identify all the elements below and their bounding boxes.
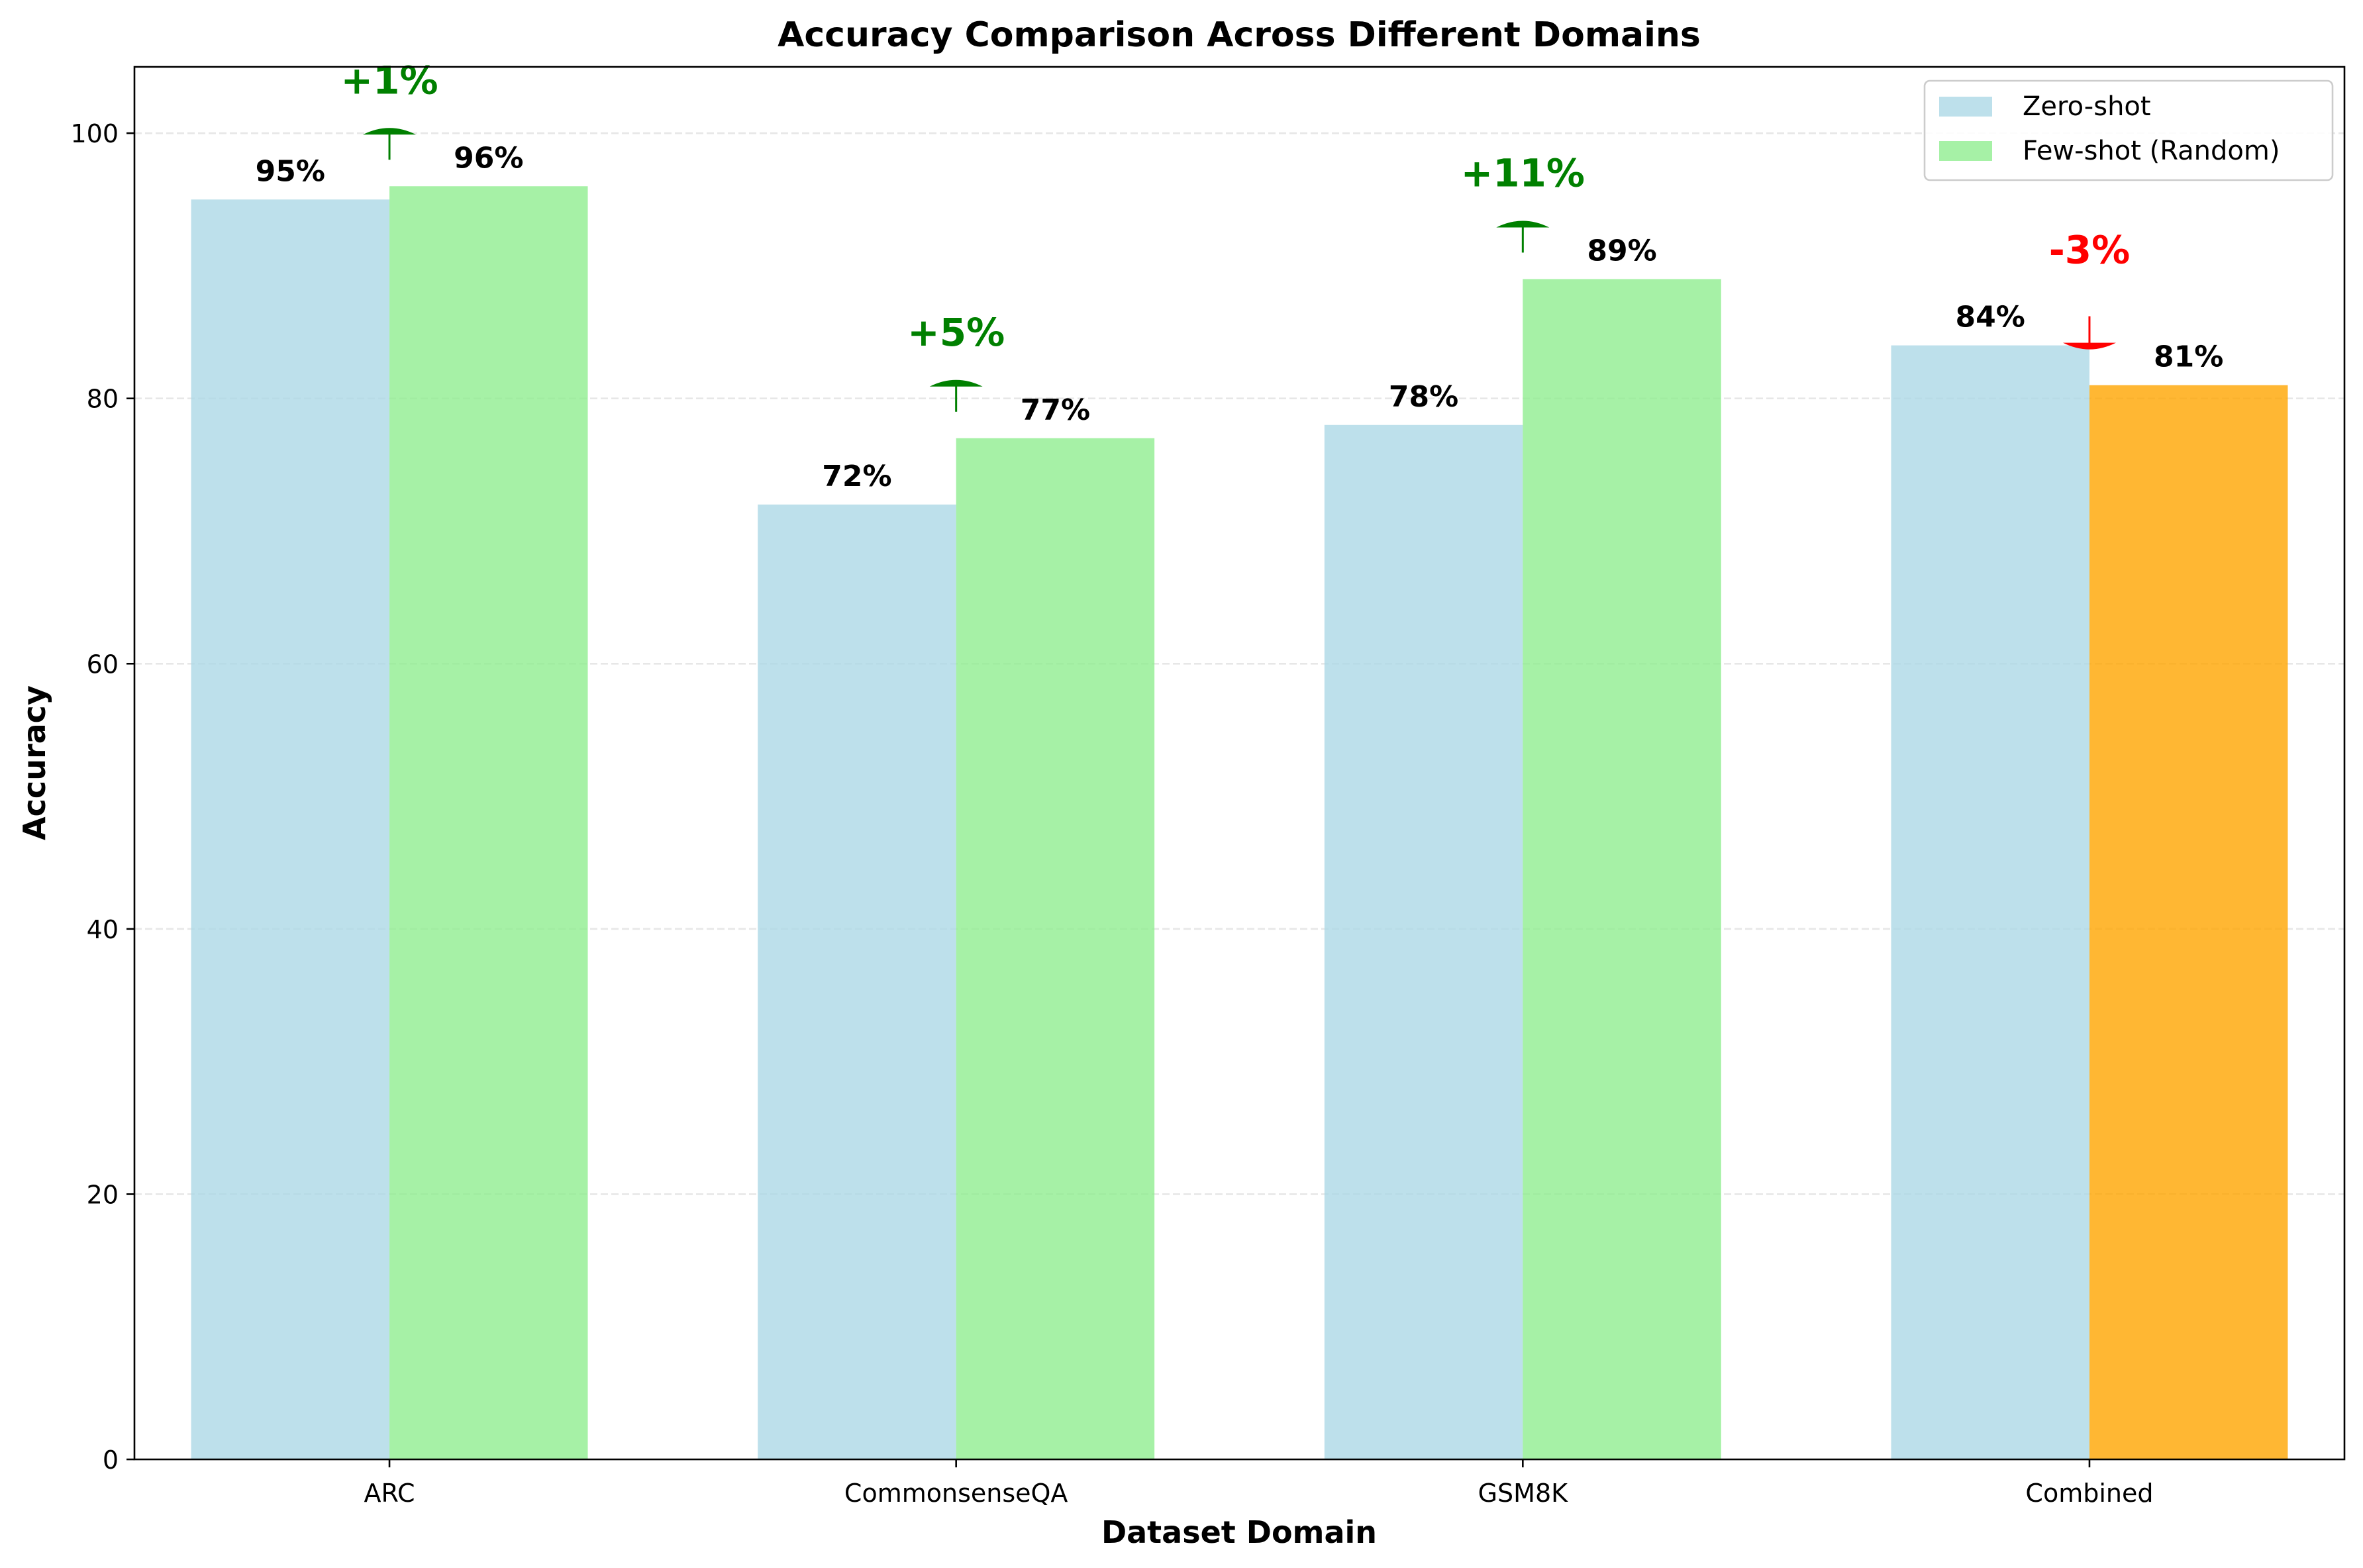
bar-value-label: 84% (1956, 301, 2025, 334)
y-tick-label: 0 (103, 1446, 119, 1475)
bar-value-label: 72% (822, 460, 891, 493)
legend-swatch-zero-shot (1939, 97, 1992, 117)
bar-few-shot-combined (2089, 385, 2288, 1459)
y-tick-label: 40 (87, 915, 119, 944)
legend: Zero-shot Few-shot (Random) (1923, 79, 2334, 181)
x-tick-label: ARC (364, 1479, 415, 1508)
bar-value-label: 77% (1021, 393, 1090, 427)
bars-layer (191, 186, 2288, 1460)
bar-zero-shot-commonsenseqa (758, 504, 956, 1459)
improvement-label: +5% (907, 310, 1005, 355)
x-tick-label: Combined (2025, 1479, 2153, 1508)
legend-label-zero-shot: Zero-shot (2023, 91, 2151, 122)
annotations-layer: +1% +5% +11% -3% (340, 58, 2130, 412)
improvement-label: +1% (340, 58, 438, 103)
y-tick-label: 20 (87, 1180, 119, 1209)
bar-value-label: 96% (454, 141, 523, 175)
bar-zero-shot-combined (1891, 345, 2089, 1459)
x-axis-label: Dataset Domain (1101, 1514, 1377, 1550)
bar-zero-shot-gsm8k (1324, 424, 1523, 1459)
improvement-label: +11% (1461, 150, 1585, 195)
y-tick-label: 60 (87, 650, 119, 679)
plot-frame (133, 66, 2346, 1461)
legend-swatch-few-shot (1939, 141, 1992, 161)
y-tick-label: 80 (87, 385, 119, 414)
bar-value-label: 78% (1389, 380, 1458, 414)
x-tick-label: CommonsenseQA (844, 1479, 1068, 1508)
y-tick-label: 100 (70, 119, 119, 148)
bar-few-shot-commonsenseqa (956, 438, 1155, 1459)
grid-layer (134, 132, 2344, 1195)
legend-label-few-shot: Few-shot (Random) (2023, 136, 2280, 166)
bar-value-label: 81% (2154, 340, 2223, 374)
decline-label: -3% (2049, 228, 2131, 273)
arrow-head-icon (1496, 220, 1550, 228)
legend-box (1923, 79, 2334, 181)
arrow-head-icon (929, 379, 983, 387)
arrow-head-icon (363, 128, 417, 135)
chart-title: Accuracy Comparison Across Different Dom… (778, 15, 1701, 55)
labels-layer: 95% 96% 72% 77% 78% 89% 84% 81% (256, 141, 2224, 493)
x-tick-label: GSM8K (1478, 1479, 1569, 1508)
bar-zero-shot-arc (191, 199, 390, 1460)
bar-value-label: 89% (1587, 234, 1656, 268)
y-axis-label: Accuracy (17, 685, 52, 840)
arrow-head-icon (2062, 342, 2116, 350)
bar-value-label: 95% (256, 154, 325, 188)
bar-few-shot-gsm8k (1523, 279, 1721, 1459)
axes-layer: 0 20 40 60 80 100 ARC CommonsenseQA GSM8K Combine… (70, 119, 2153, 1508)
bar-few-shot-arc (389, 186, 588, 1460)
